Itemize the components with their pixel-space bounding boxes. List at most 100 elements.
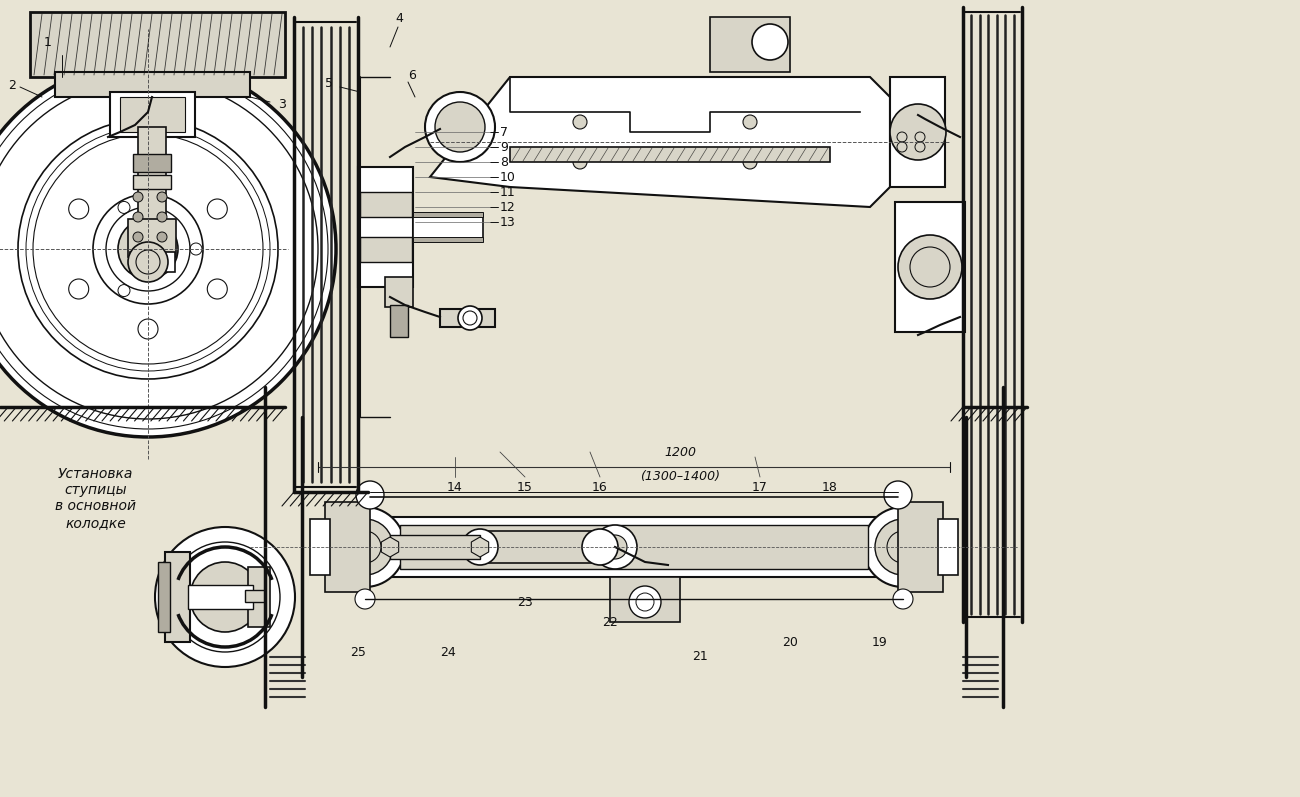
Circle shape <box>337 519 393 575</box>
Bar <box>413 215 484 239</box>
Text: 6: 6 <box>408 69 416 82</box>
Bar <box>248 567 270 627</box>
Bar <box>133 252 172 267</box>
Text: 1200: 1200 <box>664 446 696 459</box>
Circle shape <box>456 122 484 150</box>
Bar <box>30 12 285 77</box>
Circle shape <box>94 194 203 304</box>
Bar <box>891 77 945 187</box>
Text: 4: 4 <box>395 12 403 25</box>
Text: 12: 12 <box>500 201 516 214</box>
Circle shape <box>573 155 588 169</box>
Circle shape <box>356 481 384 509</box>
Text: 20: 20 <box>783 635 798 649</box>
Bar <box>244 590 265 602</box>
Text: 9: 9 <box>500 140 508 154</box>
Bar <box>939 519 958 575</box>
Bar <box>710 17 790 72</box>
Circle shape <box>629 586 660 618</box>
Text: 15: 15 <box>517 481 533 493</box>
Circle shape <box>69 279 88 299</box>
Bar <box>439 309 495 327</box>
Circle shape <box>207 279 228 299</box>
Bar <box>55 72 250 97</box>
Bar <box>127 219 176 257</box>
Circle shape <box>751 24 788 60</box>
Bar <box>390 535 480 559</box>
Text: 19: 19 <box>872 635 888 649</box>
Text: 1: 1 <box>44 36 52 49</box>
Text: 8: 8 <box>500 155 508 168</box>
Bar <box>510 147 829 162</box>
Circle shape <box>458 306 482 330</box>
Bar <box>360 237 412 262</box>
Circle shape <box>355 589 374 609</box>
Bar <box>413 212 484 217</box>
Circle shape <box>138 319 159 339</box>
Bar <box>111 92 195 137</box>
Text: 24: 24 <box>441 646 456 658</box>
Bar <box>439 125 495 147</box>
Text: 11: 11 <box>500 186 516 198</box>
Bar <box>358 167 413 287</box>
Text: (1300–1400): (1300–1400) <box>640 470 720 483</box>
Text: 5: 5 <box>325 77 333 90</box>
Text: 10: 10 <box>500 171 516 183</box>
Circle shape <box>18 119 278 379</box>
Circle shape <box>157 192 166 202</box>
Circle shape <box>462 529 498 565</box>
Circle shape <box>157 212 166 222</box>
Bar <box>188 585 254 609</box>
Circle shape <box>436 102 485 152</box>
Circle shape <box>573 115 588 129</box>
Bar <box>165 552 190 642</box>
Circle shape <box>425 92 495 162</box>
Bar <box>894 202 965 332</box>
Polygon shape <box>472 537 489 557</box>
Circle shape <box>891 104 946 160</box>
Bar <box>413 237 484 242</box>
Circle shape <box>190 562 260 632</box>
Circle shape <box>127 242 168 282</box>
Circle shape <box>69 199 88 219</box>
Text: 18: 18 <box>822 481 838 493</box>
Circle shape <box>863 507 942 587</box>
Bar <box>390 305 408 337</box>
Text: 2: 2 <box>8 78 16 92</box>
Text: 23: 23 <box>517 595 533 608</box>
Bar <box>133 154 172 172</box>
Polygon shape <box>381 537 399 557</box>
Circle shape <box>582 529 617 565</box>
Text: 21: 21 <box>692 650 708 663</box>
Circle shape <box>593 525 637 569</box>
Text: 25: 25 <box>350 646 365 658</box>
Bar <box>159 562 170 632</box>
Bar <box>400 525 868 569</box>
Circle shape <box>893 589 913 609</box>
Bar <box>325 502 370 592</box>
Polygon shape <box>430 77 890 207</box>
Bar <box>130 252 176 272</box>
Bar <box>309 519 330 575</box>
Circle shape <box>325 507 406 587</box>
Circle shape <box>603 535 627 559</box>
Circle shape <box>898 235 962 299</box>
Text: 3: 3 <box>278 97 286 111</box>
Circle shape <box>884 481 913 509</box>
Bar <box>360 192 412 217</box>
Text: Установка
ступицы
в основной
колодке: Установка ступицы в основной колодке <box>55 467 136 529</box>
Text: 22: 22 <box>602 615 617 629</box>
Bar <box>341 517 928 577</box>
Circle shape <box>133 192 143 202</box>
Circle shape <box>133 212 143 222</box>
Text: 7: 7 <box>500 125 508 139</box>
Text: 17: 17 <box>753 481 768 493</box>
Circle shape <box>744 115 757 129</box>
Bar <box>480 531 601 563</box>
Bar <box>120 97 185 132</box>
Bar <box>133 175 172 189</box>
Circle shape <box>157 232 166 242</box>
Bar <box>385 277 413 307</box>
Circle shape <box>744 155 757 169</box>
Circle shape <box>133 232 143 242</box>
